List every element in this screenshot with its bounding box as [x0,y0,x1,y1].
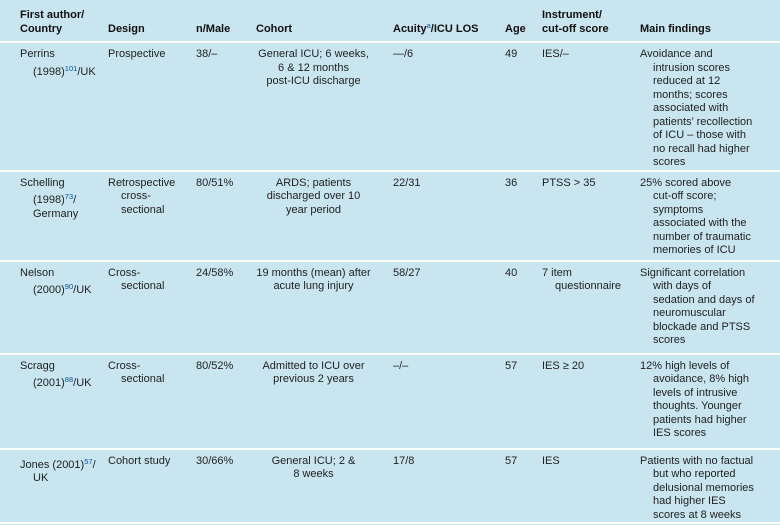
table-row: Scragg (2001)88/UK Cross- sectional 80/52%… [0,352,780,448]
design-cell: Prospective [108,48,166,60]
column-header-instrument-cutoff-score: Instrument/ cut-off score [542,9,609,35]
first-author-country-cell: Nelson (2000)90/UK [20,266,92,297]
cohort-cell: General ICU; 6 weeks, 6 & 12 months post… [258,48,369,87]
n-male-cell: 30/66% [196,454,234,467]
table-row: Schelling (1998)73/ Germany Retrospective… [0,169,780,260]
first-author-country-cell: Scragg (2001)88/UK [20,359,92,390]
n-male-cell: 38/– [196,48,218,60]
table-header-row: First author/ Country Design n/Male Cohort A… [0,0,780,41]
cohort-cell: General ICU; 2 & 8 weeks [271,454,356,481]
main-findings-cell: 12% high levels of avoidance, 8% high le… [640,359,750,440]
table-row: Nelson (2000)90/UK Cross- sectional 24/58%… [0,259,780,353]
reference-superscript: 88 [64,375,74,384]
column-header-cohort: Cohort [256,22,293,35]
main-findings-cell: Avoidance and intrusion scores reduced a… [640,48,753,168]
acuity-icu-los-cell: 17/8 [393,454,415,467]
instrument-cutoff-score-cell: 7 item questionnaire [542,266,622,293]
age-cell: 36 [505,176,518,189]
age-cell: 49 [505,48,518,60]
n-male-cell: 24/58% [196,266,234,279]
acuity-icu-los-cell: –/– [393,359,409,372]
acuity-icu-los-cell: —/6 [393,48,414,60]
design-cell: Retrospective cross- sectional [108,176,176,216]
reference-superscript: 73 [64,192,74,201]
table-row: Jones (2001)57/ UK Cohort study 30/66% Gene… [0,447,780,523]
instrument-cutoff-score-cell: IES [542,454,560,467]
instrument-cutoff-score-cell: IES ≥ 20 [542,359,585,372]
acuity-icu-los-cell: 58/27 [393,266,421,279]
design-cell: Cohort study [108,454,171,467]
age-cell: 40 [505,266,518,279]
column-header-n-male: n/Male [196,22,231,35]
n-male-cell: 80/52% [196,359,234,372]
column-header-age: Age [505,22,526,35]
main-findings-cell: 25% scored above cut-off score; symptoms… [640,176,751,257]
instrument-cutoff-score-cell: PTSS > 35 [542,176,596,189]
column-header-first-author-country: First author/ Country [20,9,85,35]
first-author-country-cell: Perrins (1998)101/UK [20,48,96,78]
instrument-cutoff-score-cell: IES/– [542,48,569,60]
column-header-acuity-icu-los: Acuitya/ICU LOS [393,20,479,35]
main-findings-cell: Patients with no factual but who reporte… [640,454,754,521]
reference-superscript: 90 [64,282,74,291]
table-body: Perrins (1998)101/UK Prospective 38/– Gener… [0,41,780,524]
reference-superscript: a [426,20,431,30]
table-row: Perrins (1998)101/UK Prospective 38/– Gener… [0,41,780,170]
reference-superscript: 57 [84,456,93,466]
reference-superscript: 101 [64,63,78,73]
design-cell: Cross- sectional [108,266,165,293]
design-cell: Cross- sectional [108,359,165,386]
n-male-cell: 80/51% [196,176,234,189]
main-findings-cell: Significant correlation with days of sed… [640,266,755,347]
cohort-cell: ARDS; patients discharged over 10 year p… [266,176,361,216]
cohort-cell: Admitted to ICU over previous 2 years [262,359,365,386]
age-cell: 57 [505,359,518,372]
column-header-design: Design [108,22,145,35]
cohort-cell: 19 months (mean) after acute lung injury [256,266,371,293]
age-cell: 57 [505,454,518,467]
first-author-country-cell: Schelling (1998)73/ Germany [20,176,79,220]
column-header-main-findings: Main findings [640,22,711,35]
acuity-icu-los-cell: 22/31 [393,176,421,189]
first-author-country-cell: Jones (2001)57/ UK [20,456,96,485]
